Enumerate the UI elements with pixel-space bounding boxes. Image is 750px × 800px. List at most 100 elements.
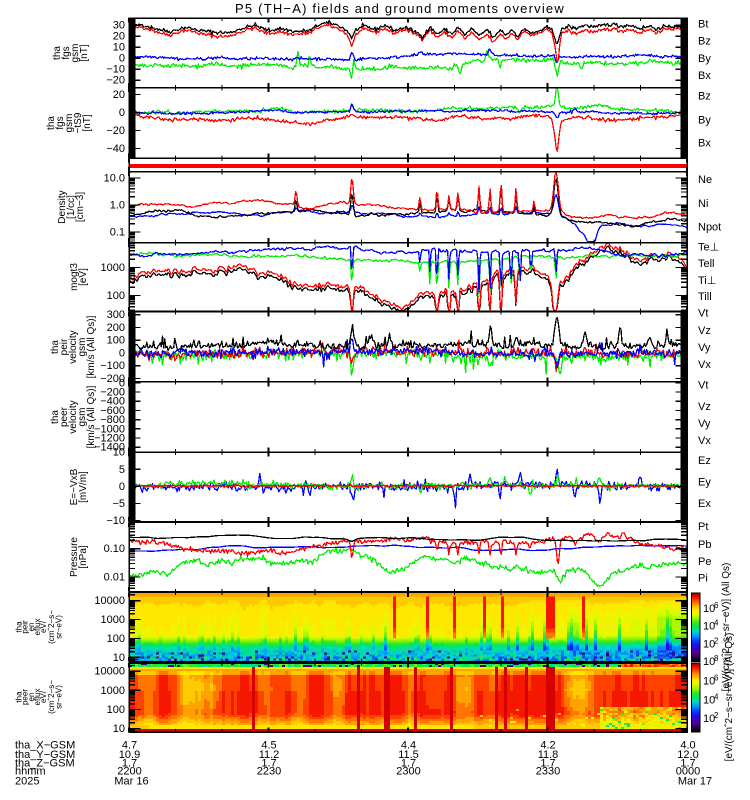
svg-text:eflux: eflux: [33, 619, 42, 636]
svg-text:Ne: Ne: [698, 174, 712, 186]
svg-text:1000: 1000: [101, 685, 125, 697]
svg-text:30: 30: [113, 20, 125, 32]
svg-text:10.9: 10.9: [119, 749, 140, 761]
svg-text:−1400: −1400: [94, 442, 125, 454]
svg-text:sr−eV): sr−eV): [55, 615, 64, 639]
svg-text:4.5: 4.5: [261, 740, 276, 752]
svg-text:Vy: Vy: [698, 342, 711, 354]
svg-text:10: 10: [703, 713, 715, 725]
svg-text:[nPa]: [nPa]: [78, 545, 89, 569]
svg-text:(cmˆ2−s−: (cmˆ2−s−: [47, 610, 56, 644]
svg-text:−20: −20: [106, 125, 125, 137]
svg-text:tha_Z−GSM: tha_Z−GSM: [15, 758, 75, 770]
svg-text:Ni: Ni: [698, 198, 708, 210]
svg-text:Density: Density: [57, 190, 68, 223]
svg-text:tha_Y−GSM: tha_Y−GSM: [15, 749, 75, 761]
svg-text:−1200: −1200: [94, 433, 125, 445]
svg-text:−40: −40: [106, 143, 125, 155]
svg-text:100: 100: [107, 290, 125, 302]
svg-text:Npot: Npot: [698, 222, 721, 234]
svg-text:100: 100: [107, 335, 125, 347]
svg-text:1000: 1000: [101, 262, 125, 274]
svg-text:Bz: Bz: [698, 36, 711, 48]
svg-text:0: 0: [119, 481, 125, 493]
svg-text:en: en: [27, 623, 36, 632]
svg-text:10: 10: [703, 621, 715, 633]
svg-text:0: 0: [119, 107, 125, 119]
svg-text:0.01: 0.01: [104, 572, 125, 584]
svg-text:Tell: Tell: [698, 258, 715, 270]
svg-text:0000: 0000: [676, 766, 700, 778]
svg-text:tha: tha: [50, 410, 61, 424]
svg-text:2300: 2300: [396, 766, 420, 778]
svg-text:By: By: [698, 115, 711, 127]
svg-text:P5 (TH−A) fields and ground mo: P5 (TH−A) fields and ground moments over…: [235, 1, 565, 16]
svg-text:20: 20: [113, 89, 125, 101]
svg-text:[eV]: [eV]: [78, 268, 89, 286]
svg-text:10: 10: [703, 639, 715, 651]
svg-text:peer: peer: [21, 689, 30, 705]
svg-text:Pressure: Pressure: [69, 537, 80, 577]
svg-text:200: 200: [107, 322, 125, 334]
svg-text:10: 10: [113, 723, 125, 735]
svg-text:Vt: Vt: [698, 308, 708, 320]
svg-text:2330: 2330: [536, 766, 560, 778]
svg-text:Te⊥: Te⊥: [698, 242, 719, 254]
svg-text:peir: peir: [21, 620, 30, 634]
svg-text:12.0: 12.0: [677, 749, 698, 761]
svg-text:4.0: 4.0: [680, 740, 695, 752]
svg-text:10000: 10000: [94, 666, 125, 678]
svg-text:[eV/(cmˆ2−s−sr−eV)] (All Qs): [eV/(cmˆ2−s−sr−eV)] (All Qs): [723, 633, 735, 762]
svg-text:1.7: 1.7: [540, 758, 555, 770]
svg-text:10: 10: [703, 675, 715, 687]
svg-text:Till: Till: [698, 291, 712, 303]
svg-text:4.4: 4.4: [401, 740, 416, 752]
svg-text:Ti⊥: Ti⊥: [698, 275, 716, 287]
svg-text:1.0: 1.0: [110, 199, 125, 211]
svg-text:Ey: Ey: [698, 477, 711, 489]
svg-text:6: 6: [714, 601, 719, 610]
svg-text:E=−VxB: E=−VxB: [69, 468, 80, 505]
svg-text:Pb: Pb: [698, 539, 711, 551]
svg-text:2: 2: [714, 711, 719, 720]
svg-text:Bz: Bz: [698, 91, 711, 103]
svg-text:[mV/m]: [mV/m]: [78, 471, 89, 503]
svg-text:−800: −800: [100, 414, 125, 426]
svg-text:gsm: gsm: [70, 44, 81, 63]
svg-text:[nT]: [nT]: [82, 114, 93, 131]
svg-text:tha: tha: [15, 691, 24, 703]
svg-text:4: 4: [714, 619, 719, 628]
svg-text:1.7: 1.7: [261, 758, 276, 770]
svg-text:velocity: velocity: [68, 330, 79, 363]
svg-text:10: 10: [703, 695, 715, 707]
svg-text:(cmˆ2−s−: (cmˆ2−s−: [47, 680, 56, 714]
svg-text:Mar 17: Mar 17: [678, 776, 712, 788]
svg-text:Ez: Ez: [698, 455, 711, 467]
svg-text:10000: 10000: [94, 595, 125, 607]
svg-text:1.7: 1.7: [680, 758, 695, 770]
svg-text:tha: tha: [15, 621, 24, 633]
svg-text:6: 6: [714, 673, 719, 682]
svg-text:−600: −600: [100, 405, 125, 417]
svg-text:−1000: −1000: [94, 423, 125, 435]
svg-text:[km/s (All Qs)]: [km/s (All Qs)]: [86, 385, 97, 448]
svg-text:10: 10: [703, 656, 715, 668]
svg-text:gsm: gsm: [64, 114, 75, 133]
svg-text:Mar 16: Mar 16: [114, 776, 148, 788]
svg-text:1000: 1000: [101, 614, 125, 626]
svg-text:100: 100: [107, 704, 125, 716]
svg-text:eV/: eV/: [39, 690, 48, 703]
svg-text:Bx: Bx: [698, 70, 711, 82]
svg-text:Bx: Bx: [698, 138, 711, 150]
svg-text:4.7: 4.7: [122, 740, 137, 752]
svg-text:gsm: gsm: [77, 408, 88, 427]
svg-text:20: 20: [113, 31, 125, 43]
svg-text:−20: −20: [106, 75, 125, 87]
svg-text:[km/s (All Qs)]: [km/s (All Qs)]: [86, 315, 97, 378]
svg-text:Pe: Pe: [698, 556, 711, 568]
svg-text:0: 0: [119, 347, 125, 359]
svg-text:1.7: 1.7: [401, 758, 416, 770]
svg-text:11.8: 11.8: [538, 749, 559, 761]
svg-text:300: 300: [107, 309, 125, 321]
svg-text:0: 0: [119, 53, 125, 65]
